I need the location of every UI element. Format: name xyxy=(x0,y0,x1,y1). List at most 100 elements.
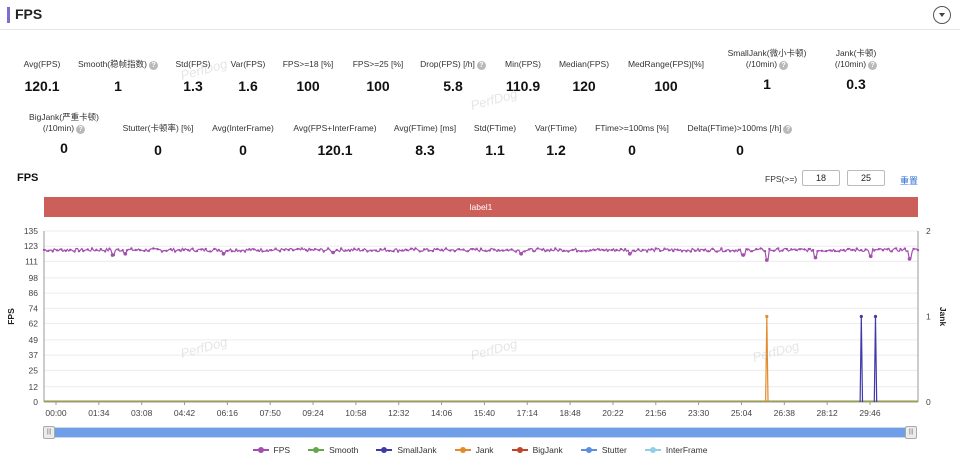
fps-point xyxy=(728,250,732,253)
legend-swatch xyxy=(644,447,661,453)
stat-r2-2: Avg(InterFrame) 0 xyxy=(173,123,313,158)
smalljank-spike-point xyxy=(873,314,878,319)
fps-point xyxy=(361,249,365,252)
legend-label: Jank xyxy=(475,445,494,455)
jank-spike-point xyxy=(765,314,769,319)
fps-point xyxy=(676,248,679,251)
legend-item-bigjank[interactable]: BigJank xyxy=(511,444,563,456)
fps-point xyxy=(82,249,85,253)
reset-link[interactable]: 重置 xyxy=(900,176,919,186)
legend-dot xyxy=(585,447,592,453)
fps-point xyxy=(571,248,574,252)
stat-r1-1: Smooth(稳帧指数)? 1 xyxy=(48,59,188,94)
slider-handle-right[interactable]: ||| xyxy=(905,426,917,439)
fps-point xyxy=(256,249,260,252)
stat-r1-8: Median(FPS) 120 xyxy=(514,59,654,94)
fps-point xyxy=(427,249,430,252)
fps-point xyxy=(890,250,893,253)
stat-value: 1.2 xyxy=(546,142,566,158)
help-icon[interactable]: ? xyxy=(476,61,486,70)
fps-point xyxy=(506,248,509,251)
chart-legend: FPS Smooth SmallJank Jank BigJank Stutter Inte… xyxy=(0,444,960,456)
help-icon[interactable]: ? xyxy=(148,61,158,70)
fps-point xyxy=(243,250,247,253)
fps-point xyxy=(444,247,448,250)
fps-point xyxy=(217,248,220,252)
stat-value: 100 xyxy=(366,78,390,94)
fps-point xyxy=(707,250,710,253)
fps-point xyxy=(589,249,592,252)
fps-point xyxy=(479,247,483,250)
legend-item-stutter[interactable]: Stutter xyxy=(580,444,627,456)
fps-dip-point xyxy=(628,252,632,256)
legend-item-fps[interactable]: FPS xyxy=(252,444,290,456)
stat-label: Avg(FPS) xyxy=(23,59,61,69)
stat-label: FPS>=18 [%] xyxy=(282,59,334,69)
fps-point xyxy=(554,247,557,250)
help-icon[interactable]: ? xyxy=(783,125,793,134)
fps-point xyxy=(156,248,159,251)
fps-dip-point xyxy=(765,258,769,262)
stat-value: 1.1 xyxy=(485,142,505,158)
stat-value: 8.3 xyxy=(415,142,435,158)
fps-point xyxy=(497,248,500,252)
label-band[interactable]: label1 xyxy=(44,197,918,217)
help-icon[interactable]: ? xyxy=(779,61,789,70)
fps-point xyxy=(125,249,129,252)
fps-point xyxy=(501,249,505,252)
legend-item-interframe[interactable]: InterFrame xyxy=(644,444,708,456)
fps-point xyxy=(641,248,644,252)
y-tick-label: 74 xyxy=(29,303,39,313)
collapse-chevron-icon[interactable] xyxy=(933,6,951,24)
fps-point xyxy=(549,248,553,251)
fps-point xyxy=(348,249,352,253)
fps-point xyxy=(838,250,841,253)
legend-item-smooth[interactable]: Smooth xyxy=(308,444,358,456)
help-icon[interactable]: ? xyxy=(868,61,878,70)
stat-label: Avg(FTime) [ms] xyxy=(393,123,457,133)
legend-item-jank[interactable]: Jank xyxy=(454,444,494,456)
y-tick-label: 12 xyxy=(29,382,39,392)
fps-point xyxy=(899,247,902,251)
stat-value: 100 xyxy=(296,78,320,94)
y-right-tick-label: 2 xyxy=(926,226,931,236)
stat-value: 1.3 xyxy=(183,78,203,94)
legend-swatch xyxy=(454,447,471,453)
legend-item-smalljank[interactable]: SmallJank xyxy=(376,444,437,456)
fps-point xyxy=(645,250,649,253)
slider-handle-left[interactable]: ||| xyxy=(43,426,55,439)
fps-point xyxy=(860,248,863,252)
legend-swatch xyxy=(252,447,269,453)
fps-point xyxy=(667,249,671,252)
fps-point xyxy=(274,247,277,250)
fps-point xyxy=(541,248,544,251)
threshold-input-1[interactable] xyxy=(802,170,840,186)
time-range-slider[interactable]: ||| ||| xyxy=(43,426,917,439)
fps-point xyxy=(545,249,548,252)
fps-point xyxy=(816,250,819,253)
smalljank-spike xyxy=(873,316,878,403)
fps-point xyxy=(73,250,76,253)
fps-point xyxy=(374,249,378,252)
fps-point xyxy=(291,249,295,252)
x-tick-label: 23:30 xyxy=(688,408,710,418)
fps-point xyxy=(737,248,740,251)
stat-r2-7: FTime>=100ms [%] 0 xyxy=(562,123,702,158)
legend-dot xyxy=(257,447,264,453)
fps-point xyxy=(916,248,920,252)
fps-point xyxy=(663,247,666,250)
x-tick-label: 29:46 xyxy=(859,408,881,418)
fps-point xyxy=(632,249,636,252)
y-tick-label: 123 xyxy=(24,241,38,251)
fps-point xyxy=(510,248,513,251)
stat-label: Var(FPS) xyxy=(230,59,266,69)
fps-point xyxy=(235,248,238,251)
x-tick-label: 12:32 xyxy=(388,408,410,418)
help-icon[interactable]: ? xyxy=(76,125,86,134)
fps-point xyxy=(283,248,286,252)
fps-point xyxy=(523,250,526,253)
fps-point xyxy=(811,248,815,252)
fps-point xyxy=(912,247,915,251)
legend-label: InterFrame xyxy=(665,445,708,455)
threshold-input-2[interactable] xyxy=(847,170,885,186)
